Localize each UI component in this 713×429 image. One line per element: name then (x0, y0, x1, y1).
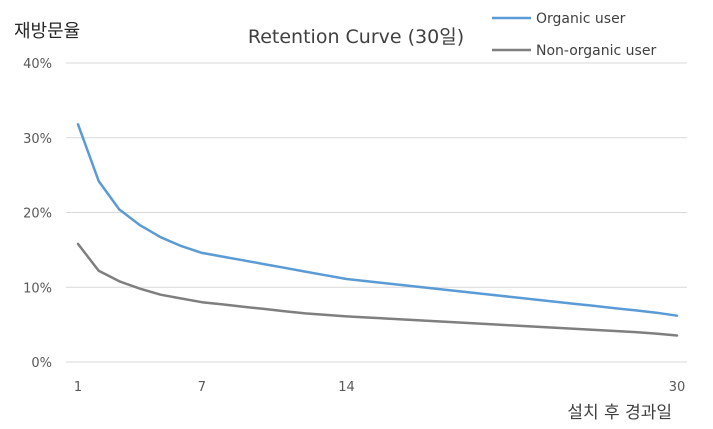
x-tick-label: 30 (669, 380, 686, 395)
legend-label: Organic user (536, 11, 626, 27)
y-tick-label: 40% (23, 57, 52, 72)
x-tick-label: 14 (338, 380, 355, 395)
legend: Organic user Non-organic user (492, 11, 656, 59)
gridlines (66, 62, 687, 363)
chart-title: Retention Curve (30일) (248, 26, 464, 48)
y-tick-label: 20% (23, 207, 52, 222)
y-axis-ticks: 0% 10% 20% 30% 40% (23, 57, 52, 371)
y-tick-label: 10% (23, 281, 52, 296)
series-lines (76, 123, 679, 337)
y-axis-label: 재방문율 (14, 21, 80, 42)
series-line-non-organic (76, 242, 679, 337)
y-tick-label: 0% (31, 356, 52, 371)
x-axis-ticks: 1 7 14 30 (74, 380, 685, 395)
y-tick-label: 30% (23, 132, 52, 147)
x-tick-label: 1 (74, 380, 82, 395)
legend-label: Non-organic user (536, 43, 656, 59)
x-tick-label: 7 (198, 380, 206, 395)
x-axis-label: 설치 후 경과일 (567, 403, 672, 423)
series-line-organic (76, 123, 679, 317)
